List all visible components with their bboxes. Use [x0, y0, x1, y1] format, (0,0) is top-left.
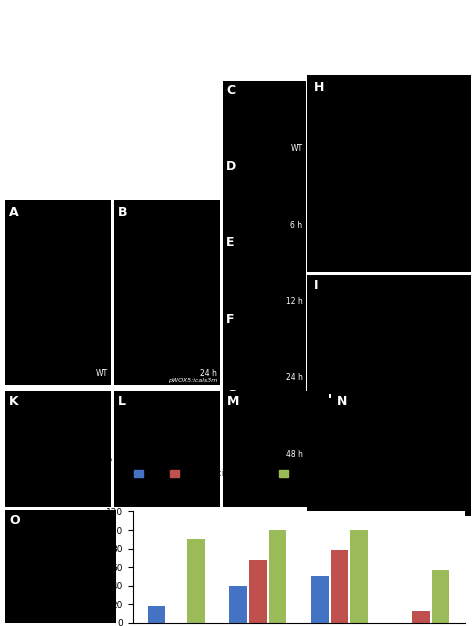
- Text: B: B: [118, 206, 128, 219]
- Bar: [311, 577, 328, 623]
- Bar: [249, 560, 267, 623]
- Bar: [350, 530, 368, 623]
- Text: E: E: [226, 237, 235, 249]
- Text: 48 h: 48 h: [285, 449, 302, 459]
- Text: L: L: [118, 395, 126, 408]
- Bar: [187, 540, 205, 623]
- Bar: [148, 606, 165, 623]
- Text: O: O: [9, 513, 20, 526]
- Y-axis label: Percentage, %: Percentage, %: [90, 532, 100, 602]
- Text: K: K: [9, 395, 18, 408]
- Text: pWOX5:icals3m: pWOX5:icals3m: [168, 378, 217, 383]
- Text: P: P: [103, 456, 112, 469]
- Text: I: I: [314, 279, 318, 292]
- Text: F: F: [226, 313, 235, 326]
- Text: C: C: [226, 84, 235, 96]
- Bar: [432, 570, 449, 623]
- Text: G: G: [226, 389, 237, 402]
- Bar: [269, 530, 286, 623]
- Bar: [330, 550, 348, 623]
- Text: 6 h: 6 h: [290, 220, 302, 230]
- Text: WT: WT: [290, 144, 302, 153]
- Legend: WT, pWOX5:icals3m -/+, pWOX5:icals3m +/+: WT, pWOX5:icals3m -/+, pWOX5:icals3m +/+: [131, 466, 391, 482]
- Text: 12 h: 12 h: [286, 297, 302, 306]
- Text: D: D: [226, 160, 237, 173]
- Bar: [229, 586, 247, 623]
- Bar: [412, 611, 430, 623]
- Text: A: A: [9, 206, 18, 219]
- Text: M: M: [227, 395, 239, 408]
- Text: N: N: [337, 395, 347, 408]
- Text: 24 h: 24 h: [285, 373, 302, 382]
- Text: WT: WT: [96, 369, 108, 377]
- Text: J: J: [314, 401, 319, 414]
- Text: H: H: [314, 81, 324, 94]
- Text: 24 h: 24 h: [201, 369, 217, 377]
